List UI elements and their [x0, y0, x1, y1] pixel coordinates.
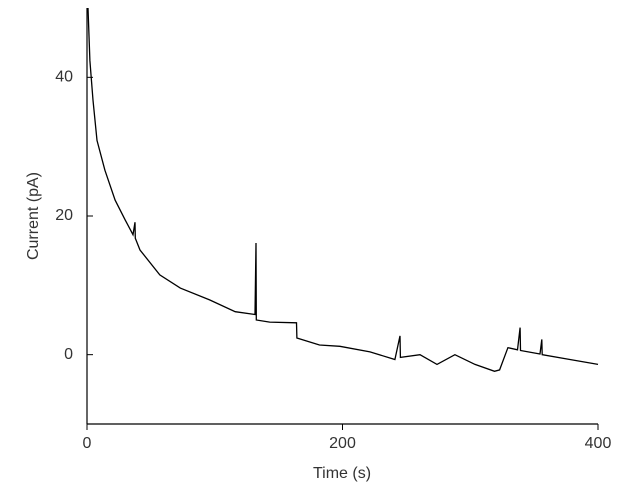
data-line: [87, 7, 599, 372]
x-axis-label: Time (s): [313, 465, 371, 482]
x-tick-label: 400: [585, 435, 612, 452]
y-tick-label: 0: [64, 346, 73, 363]
x-tick-label: 0: [83, 435, 92, 452]
x-tick-label: 200: [329, 435, 356, 452]
y-tick-label: 20: [55, 207, 73, 224]
y-axis-label: Current (pA): [25, 172, 42, 260]
y-tick-label: 40: [55, 69, 73, 86]
